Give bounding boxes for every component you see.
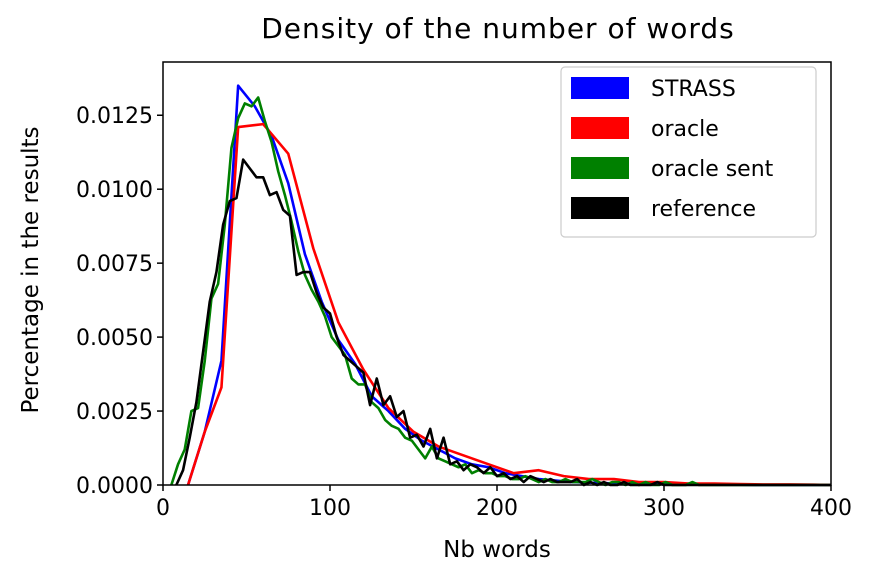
legend-box xyxy=(560,66,817,238)
legend-swatch xyxy=(571,197,629,219)
y-tick-label: 0.0125 xyxy=(76,104,153,129)
x-axis-label: Nb words xyxy=(443,537,551,563)
x-tick-label: 300 xyxy=(643,496,685,521)
legend-label: reference xyxy=(651,197,756,222)
legend-swatch xyxy=(571,117,629,139)
legend-label: STRASS xyxy=(651,77,736,102)
y-tick-label: 0.0100 xyxy=(76,178,153,203)
legend-swatch xyxy=(571,157,629,179)
y-tick-label: 0.0025 xyxy=(76,400,153,425)
x-axis: 0 100 200 300 400 xyxy=(156,485,852,521)
y-tick-label: 0.0000 xyxy=(76,474,153,499)
x-tick-label: 400 xyxy=(810,496,852,521)
chart-title: Density of the number of words xyxy=(261,12,735,45)
legend-label: oracle sent xyxy=(651,157,774,182)
x-tick-label: 200 xyxy=(476,496,518,521)
x-tick-label: 0 xyxy=(156,496,170,521)
legend-swatch xyxy=(571,77,629,99)
y-tick-label: 0.0050 xyxy=(76,326,153,351)
legend-label: oracle xyxy=(651,117,719,142)
y-axis: 0.0000 0.0025 0.0050 0.0075 0.0100 0.0125 xyxy=(76,104,163,499)
legend: STRASS oracle oracle sent reference xyxy=(560,66,817,238)
x-tick-label: 100 xyxy=(309,496,351,521)
y-axis-label: Percentage in the results xyxy=(18,126,44,413)
y-tick-label: 0.0075 xyxy=(76,252,153,277)
